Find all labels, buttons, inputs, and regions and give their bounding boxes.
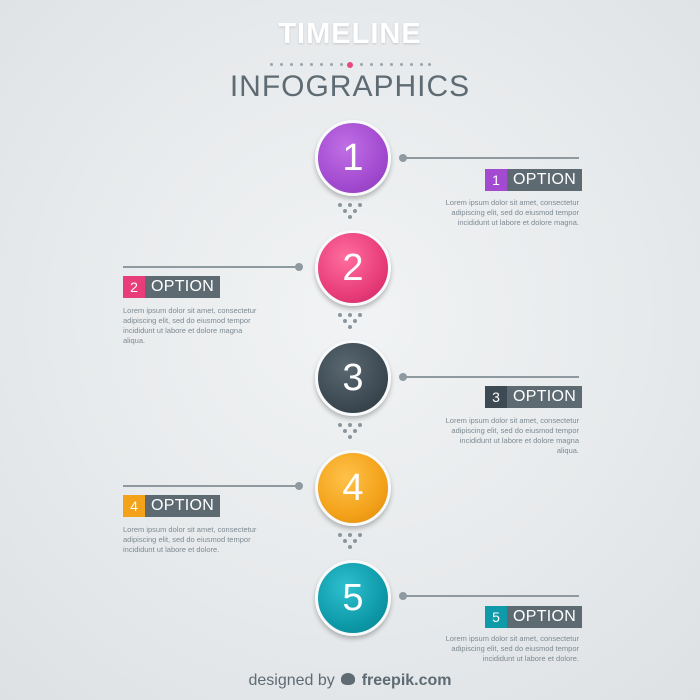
step-3-circle: 3 xyxy=(315,340,391,416)
step-2-label-text: OPTION xyxy=(151,278,215,295)
divider-center-dot xyxy=(347,62,353,68)
step-1-label-number: 1 xyxy=(485,169,507,191)
title-infographics: INFOGRAPHICS xyxy=(229,70,471,103)
step-4-connector-line xyxy=(123,482,303,490)
step-2-connector-line xyxy=(123,263,303,271)
step-1-description: Lorem ipsum dolor sit amet, consectetur … xyxy=(445,198,579,227)
step-4-circle: 4 xyxy=(315,450,391,526)
step-5-label-number: 5 xyxy=(485,606,507,628)
step-4-label-number: 4 xyxy=(123,495,145,517)
step-1-connector-line xyxy=(399,154,579,162)
footer-designed-by: designed by xyxy=(248,672,335,689)
step-2-circle: 2 xyxy=(315,230,391,306)
title-timeline: TIMELINE xyxy=(278,18,422,50)
step-4-description: Lorem ipsum dolor sit amet, consectetur … xyxy=(123,525,257,554)
footer-credit: designed by freepik.com xyxy=(0,672,700,690)
freepik-logo-icon xyxy=(341,673,356,686)
footer-brand: freepik.com xyxy=(361,672,452,689)
step-1-circle: 1 xyxy=(315,120,391,196)
step-1-label: 1 OPTION xyxy=(485,169,583,191)
title-divider xyxy=(268,62,432,68)
step-3-label: 3 OPTION xyxy=(485,386,583,408)
step-3-description: Lorem ipsum dolor sit amet, consectetur … xyxy=(445,416,579,455)
step-1-label-text: OPTION xyxy=(513,171,577,188)
step-4-label-text: OPTION xyxy=(151,497,215,514)
step-5-label: 5 OPTION xyxy=(485,606,583,628)
step-2-label-number: 2 xyxy=(123,276,145,298)
step-5-description: Lorem ipsum dolor sit amet, consectetur … xyxy=(445,634,579,663)
step-5-label-text: OPTION xyxy=(513,608,577,625)
step-2-label: 2 OPTION xyxy=(123,276,221,298)
step-4-label: 4 OPTION xyxy=(123,495,221,517)
step-3-connector-line xyxy=(399,373,579,381)
step-5-circle: 5 xyxy=(315,560,391,636)
step-3-label-text: OPTION xyxy=(513,388,577,405)
step-2-description: Lorem ipsum dolor sit amet, consectetur … xyxy=(123,306,257,345)
step-3-label-number: 3 xyxy=(485,386,507,408)
step-5-connector-line xyxy=(399,592,579,600)
